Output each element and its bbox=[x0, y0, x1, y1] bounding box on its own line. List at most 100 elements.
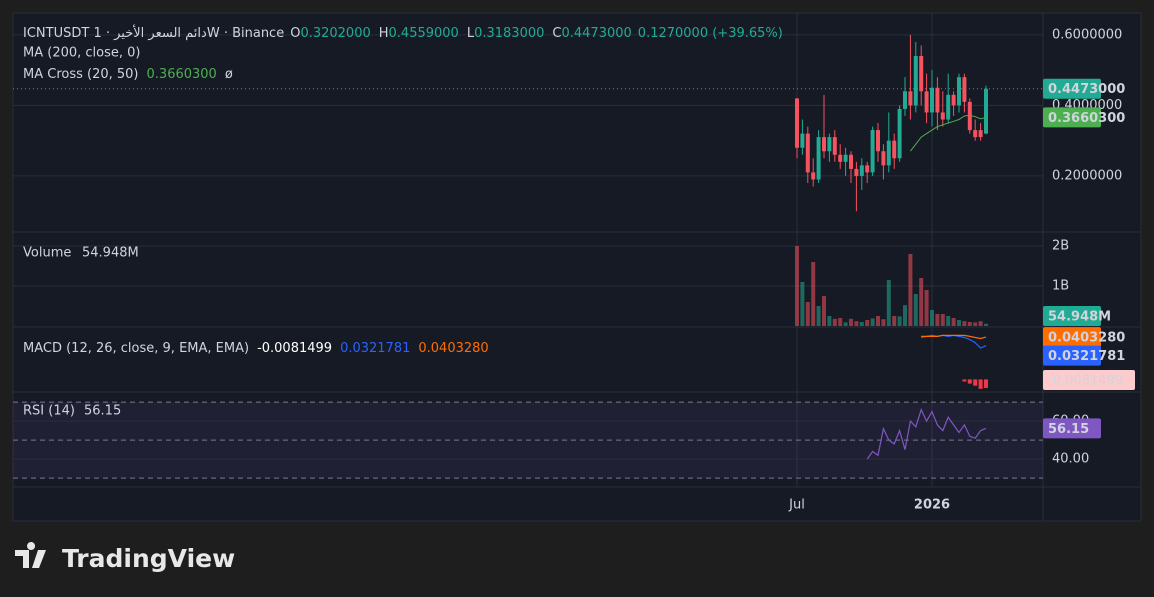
volume-tag-bg bbox=[1043, 306, 1101, 326]
volume-bar bbox=[870, 318, 875, 326]
rsi-value: 56.15 bbox=[84, 404, 121, 419]
ohlc-key: C bbox=[552, 26, 561, 41]
candle-body bbox=[946, 94, 951, 120]
ma-cross-line bbox=[910, 114, 987, 152]
ma-price-tag: 0.3660300 bbox=[1048, 111, 1125, 126]
volume-bar bbox=[930, 310, 934, 326]
candle-body bbox=[870, 130, 875, 173]
candle-body bbox=[903, 91, 907, 109]
volume-bar bbox=[962, 321, 967, 326]
volume-bar bbox=[940, 314, 945, 326]
ma-cross-extra: ø bbox=[225, 67, 233, 82]
rsi-tag-bg bbox=[1043, 418, 1101, 439]
volume-tag: 54.948M bbox=[1048, 310, 1111, 325]
candle-body bbox=[951, 94, 956, 106]
candle-body bbox=[822, 137, 826, 152]
volume-bar bbox=[854, 321, 859, 326]
macd-tag: 0.0321781 bbox=[1048, 349, 1125, 364]
candle-body bbox=[919, 56, 924, 92]
candle-body bbox=[886, 140, 891, 166]
candle-body bbox=[859, 165, 864, 176]
volume-bar bbox=[827, 316, 832, 326]
candle-body bbox=[957, 77, 961, 106]
volume-bar bbox=[865, 320, 870, 326]
candle-body bbox=[800, 133, 805, 148]
volume-bar bbox=[978, 321, 983, 326]
volume-bar bbox=[822, 296, 826, 326]
ohlc-key: H bbox=[379, 26, 389, 41]
macd-value: 0.0321781 bbox=[340, 341, 410, 356]
legend-line: ICNTUSDT دائم السعر الأخير · 1W · Binanc… bbox=[23, 24, 783, 41]
candle-body bbox=[843, 154, 848, 162]
signal-line bbox=[921, 334, 987, 340]
candle-body bbox=[816, 137, 821, 180]
volume-bar bbox=[913, 294, 918, 326]
candle-body bbox=[832, 137, 837, 155]
volume-bar bbox=[811, 262, 816, 326]
last-price-tag-bg bbox=[1043, 78, 1101, 99]
candle-body bbox=[967, 101, 972, 131]
pane-label: RSI (14) bbox=[23, 404, 75, 419]
volume-bar bbox=[881, 319, 886, 326]
volume-bar bbox=[951, 318, 956, 326]
brand-name: TradingView bbox=[62, 544, 235, 573]
brand-logo: TradingView bbox=[15, 542, 235, 573]
volume-bar bbox=[838, 318, 843, 326]
volume-bar bbox=[832, 318, 837, 326]
candle-body bbox=[940, 112, 945, 120]
volume-bar bbox=[795, 246, 799, 326]
volume-bar bbox=[876, 316, 880, 326]
x-tick-label: 2026 bbox=[914, 498, 950, 513]
volume-bar bbox=[919, 278, 924, 326]
candle-body bbox=[827, 137, 832, 152]
ma-price-tag-bg bbox=[1043, 107, 1101, 128]
signal-tag-bg bbox=[1043, 327, 1101, 348]
ohlc-value: 0.4473000 bbox=[561, 26, 631, 41]
candle-body bbox=[805, 133, 810, 173]
volume-bar bbox=[924, 290, 929, 326]
macd-histogram-bar bbox=[973, 379, 978, 386]
ohlc-value: 0.3183000 bbox=[474, 26, 544, 41]
volume-bar bbox=[816, 306, 821, 326]
candle-body bbox=[865, 165, 870, 173]
macd-histogram-bar bbox=[978, 379, 983, 389]
brand-icon bbox=[15, 542, 46, 568]
last-price-tag: 0.4473000 bbox=[1048, 82, 1125, 97]
macd-value: -0.0081499 bbox=[257, 341, 332, 356]
candle-body bbox=[849, 154, 853, 169]
volume-value: 54.948M bbox=[82, 246, 139, 261]
macd-value: 0.0403280 bbox=[418, 341, 488, 356]
candle-body bbox=[838, 154, 843, 162]
signal-tag: 0.0403280 bbox=[1048, 331, 1125, 346]
candle-body bbox=[984, 88, 988, 134]
macd-histogram-bar bbox=[962, 379, 967, 382]
ma-cross-value: 0.3660300 bbox=[147, 67, 217, 82]
ohlc-value: 0.3202000 bbox=[300, 26, 370, 41]
candle-body bbox=[795, 98, 799, 148]
volume-bar bbox=[957, 320, 961, 326]
candle-body bbox=[935, 87, 940, 113]
volume-bar bbox=[849, 318, 853, 326]
change: 0.1270000 (+39.65%) bbox=[638, 26, 783, 41]
candle-body bbox=[962, 77, 967, 102]
rsi-tag: 56.15 bbox=[1048, 422, 1089, 437]
y-tick-label: 1B bbox=[1052, 279, 1069, 294]
candle-body bbox=[930, 87, 934, 113]
hist-tag-bg bbox=[1043, 370, 1135, 390]
macd-histogram-bar bbox=[967, 379, 972, 384]
volume-bar bbox=[859, 322, 864, 326]
candle-body bbox=[811, 172, 816, 180]
volume-bar bbox=[903, 305, 907, 326]
volume-bar bbox=[843, 322, 848, 326]
candle-body bbox=[881, 151, 886, 166]
pane-label: MACD (12, 26, close, 9, EMA, EMA) -0.0081… bbox=[23, 341, 489, 356]
pane-label: Volume bbox=[23, 246, 71, 261]
y-tick-label: 2B bbox=[1052, 239, 1069, 254]
candle-body bbox=[913, 56, 918, 106]
volume-bar bbox=[984, 323, 988, 326]
candle-body bbox=[978, 130, 983, 138]
macd-value: MACD (12, 26, close, 9, EMA, EMA) bbox=[23, 341, 249, 356]
candle-body bbox=[876, 130, 880, 152]
